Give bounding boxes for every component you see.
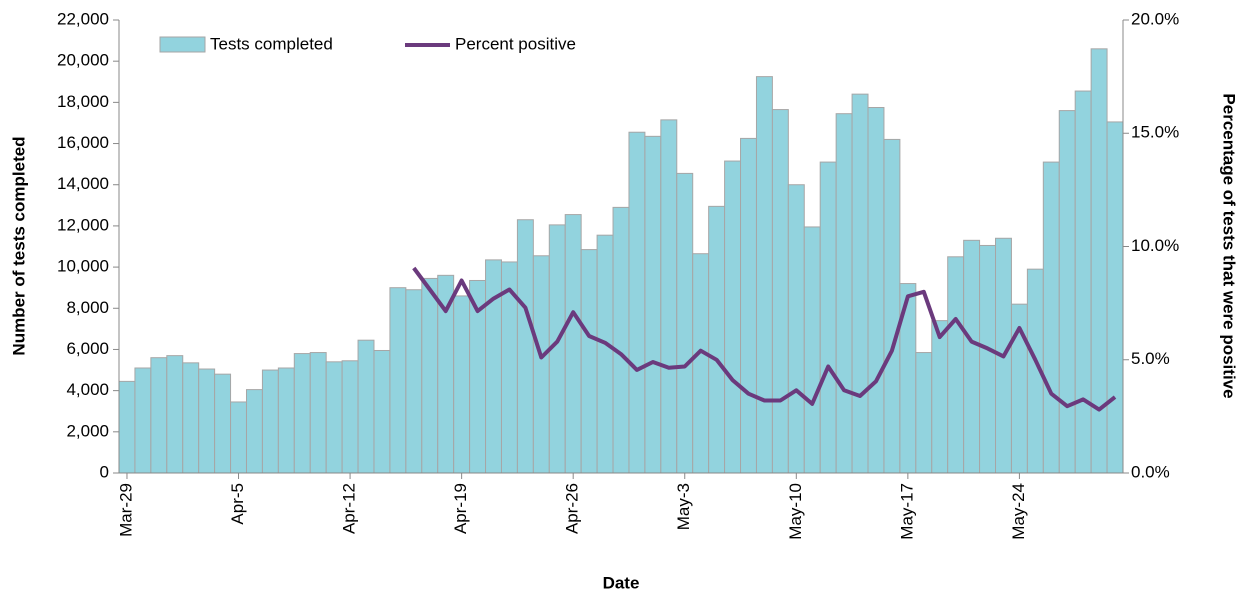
bar (118, 380, 136, 474)
bar (771, 109, 789, 474)
bar (692, 253, 710, 474)
bar (963, 239, 981, 474)
bar (532, 255, 550, 474)
bar (485, 259, 502, 474)
x-tick-label: Apr-5 (228, 483, 247, 525)
y2-tick-label: 15.0% (1131, 123, 1179, 142)
bar (325, 361, 343, 474)
bar (708, 205, 726, 474)
bar (564, 214, 582, 474)
y-tick-label: 14,000 (57, 174, 109, 193)
y-tick-label: 20,000 (57, 51, 109, 70)
y2-tick-label: 10.0% (1131, 236, 1179, 255)
bar (134, 367, 152, 474)
bar (182, 362, 200, 474)
legend-label: Tests completed (210, 34, 333, 53)
bar (979, 244, 997, 474)
y-tick-label: 6,000 (66, 339, 109, 358)
y2-tick-label: 0.0% (1131, 462, 1170, 481)
x-tick-label: Apr-19 (451, 483, 470, 534)
bar (421, 277, 439, 474)
bar (867, 107, 885, 474)
bar (389, 287, 407, 474)
bar (835, 113, 853, 474)
bar (596, 234, 614, 474)
bar (612, 206, 630, 474)
bar (166, 355, 184, 474)
bar (261, 369, 279, 474)
bar (150, 357, 168, 474)
bar (915, 352, 933, 474)
bar (819, 161, 837, 474)
bar (644, 135, 662, 474)
bar (676, 172, 694, 474)
bar (787, 184, 805, 474)
bar (309, 352, 327, 474)
x-tick-label: May-10 (786, 483, 805, 540)
bar (1058, 110, 1076, 474)
bar (341, 360, 359, 474)
bar (516, 219, 534, 474)
bar (931, 320, 949, 474)
legend-swatch (159, 36, 206, 53)
legend-label: Percent positive (455, 34, 576, 53)
bar (947, 256, 965, 474)
bar (357, 339, 375, 474)
y-tick-label: 10,000 (57, 257, 109, 276)
bar (405, 289, 423, 474)
y-tick-label: 12,000 (57, 215, 109, 234)
bar (293, 353, 311, 474)
y-tick-label: 8,000 (66, 298, 109, 317)
bar (851, 93, 869, 474)
x-tick-label: May-17 (897, 483, 916, 540)
bar (1106, 121, 1124, 474)
bar (198, 368, 216, 474)
bar (1042, 161, 1060, 474)
bar (660, 119, 678, 474)
x-tick-label: Mar-29 (116, 483, 135, 537)
x-tick-label: Apr-26 (563, 483, 582, 534)
bar (724, 160, 742, 474)
y2-tick-label: 20.0% (1131, 9, 1179, 28)
bar (740, 137, 757, 474)
x-axis-title: Date (603, 573, 640, 592)
y-tick-label: 18,000 (57, 92, 109, 111)
bar (277, 367, 295, 474)
y2-axis-title: Percentage of tests that were positive (1220, 93, 1239, 398)
bar (628, 131, 646, 474)
y-tick-label: 16,000 (57, 133, 109, 152)
bar (214, 373, 232, 474)
bar (883, 138, 901, 474)
bar (453, 295, 471, 474)
y-tick-label: 4,000 (66, 380, 109, 399)
y-tick-label: 2,000 (66, 421, 109, 440)
bar (230, 401, 247, 474)
bar (803, 226, 821, 474)
x-tick-label: May-24 (1009, 483, 1028, 540)
x-tick-label: May-3 (674, 483, 693, 530)
y-tick-label: 22,000 (57, 9, 109, 28)
y-axis-title: Number of tests completed (9, 136, 28, 355)
y-tick-label: 0 (100, 462, 109, 481)
y2-tick-label: 5.0% (1131, 349, 1170, 368)
x-tick-label: Apr-12 (340, 483, 359, 534)
bar (580, 249, 598, 474)
bar (373, 349, 391, 474)
bar (1074, 90, 1092, 474)
bar (245, 389, 263, 474)
bar (755, 76, 773, 474)
line (412, 266, 1117, 412)
